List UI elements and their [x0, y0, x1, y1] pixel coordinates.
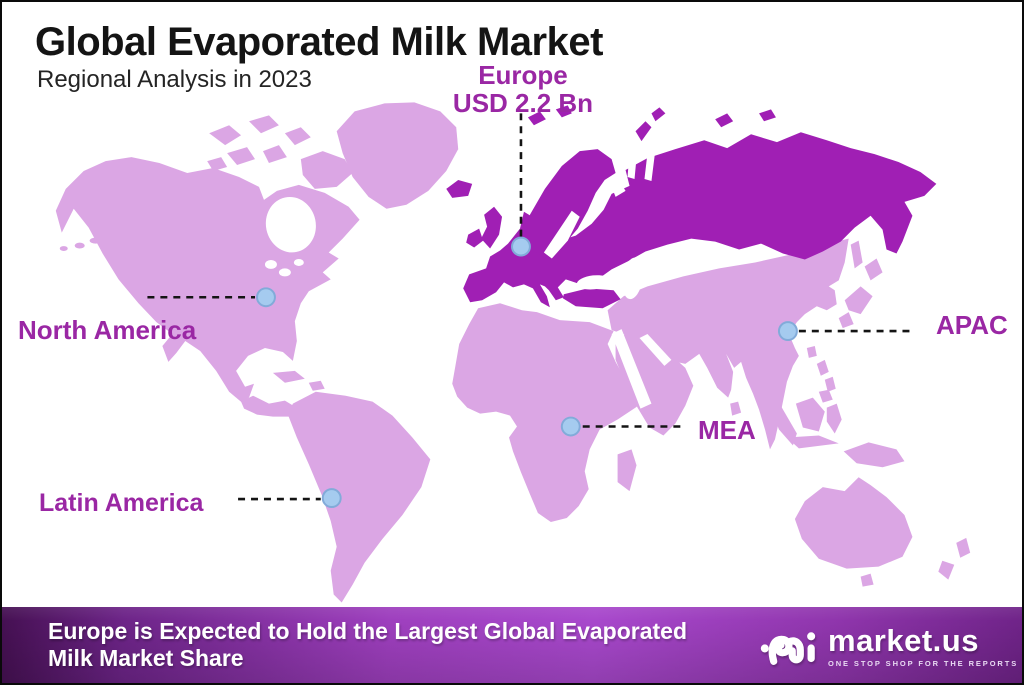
sri-lanka-island: [730, 401, 742, 416]
baffin-island: [300, 151, 353, 189]
region-label-latin-america: Latin America: [39, 489, 204, 517]
banner-line-1: Europe is Expected to Hold the Largest G…: [48, 618, 688, 644]
map-dots: [256, 236, 798, 509]
arabia-landmass: [615, 328, 694, 436]
japan-kyushu-island: [838, 312, 854, 329]
java-island: [786, 435, 839, 449]
map-europe-region: [446, 105, 937, 309]
aleutian-island: [89, 237, 102, 244]
map-seas: [264, 147, 672, 409]
market-us-logo-icon: [760, 632, 816, 665]
arctic-island: [262, 145, 287, 164]
sulawesi-island: [826, 403, 842, 434]
arctic-island: [209, 125, 242, 146]
europe-value: USD 2.2 Bn: [452, 88, 594, 118]
arctic-island-dark: [715, 113, 734, 128]
logo-brand-name: market.us: [828, 622, 979, 658]
arctic-island: [227, 147, 256, 166]
new-guinea-island: [843, 442, 905, 468]
great-lake: [293, 258, 304, 266]
arctic-island: [284, 127, 311, 146]
ob-gulf: [627, 147, 638, 179]
ob-gulf: [644, 149, 656, 181]
page-title: Global Evaporated Milk Market: [35, 20, 603, 64]
region-label-apac: APAC: [936, 310, 1008, 340]
philippines-island: [824, 376, 836, 392]
japan-hokkaido-island: [864, 258, 883, 281]
aral-sea: [655, 259, 666, 267]
arctic-island: [249, 115, 279, 134]
europe-marker-dot: [511, 236, 531, 257]
turkey-landmass: [562, 288, 621, 309]
uk-island: [481, 206, 503, 249]
region-label-europe: Europe USD 2.2 Bn: [423, 61, 623, 117]
asia-landmass: [607, 238, 849, 450]
arctic-island-dark: [759, 109, 776, 122]
sumatra-island: [767, 395, 797, 446]
borneo-island: [795, 397, 825, 432]
region-label-north-america: North America: [18, 315, 197, 345]
iceland-island: [446, 179, 473, 198]
cuba-island: [272, 370, 305, 383]
brand-logo: market.us ONE STOP SHOP FOR THE REPORTS: [760, 621, 1018, 671]
latin-america-marker-dot: [321, 488, 342, 509]
madagascar-island: [617, 449, 637, 492]
central-america-landmass: [241, 395, 295, 417]
sakhalin-island: [850, 240, 863, 269]
scandinavia-landmass: [523, 149, 616, 259]
footer-banner: Europe is Expected to Hold the Largest G…: [2, 607, 1022, 683]
mea-marker-dot: [560, 416, 581, 437]
europe-russia-landmass: [463, 132, 937, 308]
region-label-mea: MEA: [698, 415, 756, 445]
red-sea: [611, 329, 652, 409]
page-subtitle: Regional Analysis in 2023: [37, 66, 312, 93]
baltic-sea: [543, 210, 580, 259]
philippines-island: [818, 389, 833, 403]
map-markers: [147, 113, 914, 501]
aleutian-island: [74, 242, 85, 249]
hispaniola-island: [308, 380, 325, 391]
africa-landmass: [452, 303, 652, 522]
banner-line-2: Milk Market Share: [48, 645, 244, 671]
white-sea: [611, 180, 626, 197]
novaya-zemlya-island: [635, 121, 652, 142]
banner-headline: Europe is Expected to Hold the Largest G…: [48, 618, 760, 672]
apac-marker-dot: [777, 321, 798, 342]
australia-landmass: [794, 477, 913, 569]
logo-tagline: ONE STOP SHOP FOR THE REPORTS: [828, 658, 1019, 668]
greenland-landmass: [336, 102, 459, 209]
philippines-island: [816, 359, 829, 376]
svalbard-island: [527, 111, 546, 126]
new-zealand-north-island: [956, 537, 971, 558]
europe-name: Europe: [478, 60, 568, 90]
persian-gulf: [639, 334, 672, 366]
logo-text-block: market.us ONE STOP SHOP FOR THE REPORTS: [828, 622, 1019, 668]
caspian-sea: [622, 257, 643, 300]
hudson-bay: [265, 196, 316, 253]
south-america-landmass: [287, 391, 431, 603]
arctic-island: [207, 157, 228, 172]
great-lake: [264, 259, 277, 269]
north-america-marker-dot: [256, 287, 276, 308]
ireland-island: [466, 228, 484, 248]
north-america-landmass: [55, 157, 360, 403]
japan-honshu-island: [844, 286, 873, 315]
taiwan-island: [806, 345, 817, 358]
black-sea: [576, 275, 611, 290]
svalbard-island: [555, 105, 572, 118]
tasmania-island: [860, 573, 874, 587]
great-lake: [278, 268, 291, 277]
aleutian-island: [59, 246, 68, 252]
new-zealand-south-island: [938, 560, 955, 580]
novaya-zemlya-island: [651, 107, 666, 122]
